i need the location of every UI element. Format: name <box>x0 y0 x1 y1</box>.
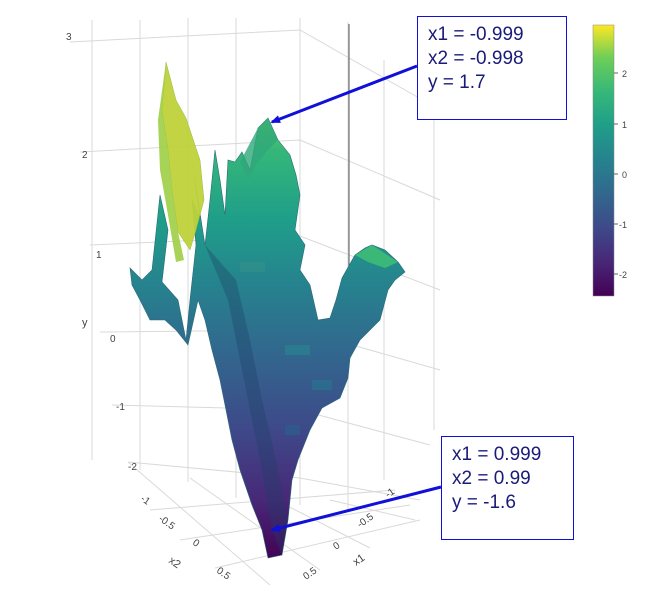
annotation-arrows <box>270 64 442 532</box>
y-tick-label: 2 <box>82 150 88 161</box>
annotation-min: x1 = 0.999 x2 = 0.99 y = -1.6 <box>441 436 574 540</box>
colorbar: 2 1 0 -1 -2 <box>592 24 627 297</box>
x2-tick-label: -1 <box>138 493 152 507</box>
colorbar-tick-label: -1 <box>619 220 627 230</box>
y-tick-label: 1 <box>96 250 102 261</box>
x1-tick-label: 0 <box>331 540 342 552</box>
x1-axis-title: x1 <box>351 552 367 568</box>
annotation-arrow-min <box>270 485 442 532</box>
y-axis-title: y <box>82 317 88 329</box>
annotation-min-line: y = -1.6 <box>452 492 516 513</box>
annotation-max-line: y = 1.7 <box>428 72 486 93</box>
colorbar-tick-label: 1 <box>622 120 627 130</box>
y-tick-label: 0 <box>110 334 116 345</box>
annotation-max-line: x1 = -0.999 <box>428 24 524 45</box>
x2-axis-title: x2 <box>166 555 182 571</box>
x1-tick-label: -0.5 <box>355 511 376 530</box>
annotation-max-line: x2 = -0.998 <box>428 48 524 69</box>
y-axis: 3 2 1 0 -1 -2 y <box>66 32 137 473</box>
annotation-arrow-max <box>270 64 418 124</box>
x2-tick-label: -0.5 <box>156 513 177 532</box>
y-tick-label: 3 <box>66 32 72 43</box>
annotation-min-line: x1 = 0.999 <box>452 444 542 465</box>
surface <box>129 61 406 559</box>
colorbar-gradient <box>592 24 615 297</box>
colorbar-tick-label: 2 <box>622 69 627 79</box>
annotation-min-line: x2 = 0.99 <box>452 468 531 489</box>
surface-spike <box>161 61 205 251</box>
colorbar-tick-label: 0 <box>622 170 627 180</box>
annotation-max: x1 = -0.999 x2 = -0.998 y = 1.7 <box>417 16 567 120</box>
colorbar-tick-label: -2 <box>619 270 627 280</box>
y-tick-label: -2 <box>128 462 137 473</box>
y-tick-label: -1 <box>116 402 125 413</box>
x2-tick-label: 0 <box>190 537 201 549</box>
